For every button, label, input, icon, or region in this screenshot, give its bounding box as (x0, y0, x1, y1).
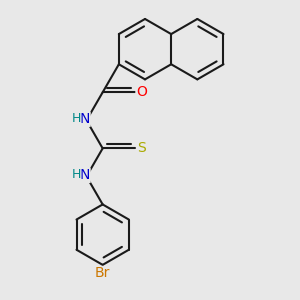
Text: S: S (137, 141, 146, 155)
Text: H: H (71, 112, 81, 125)
Text: N: N (80, 112, 90, 126)
Text: H: H (71, 168, 81, 181)
Text: O: O (136, 85, 147, 99)
Text: Br: Br (95, 266, 110, 280)
Text: N: N (80, 168, 90, 182)
